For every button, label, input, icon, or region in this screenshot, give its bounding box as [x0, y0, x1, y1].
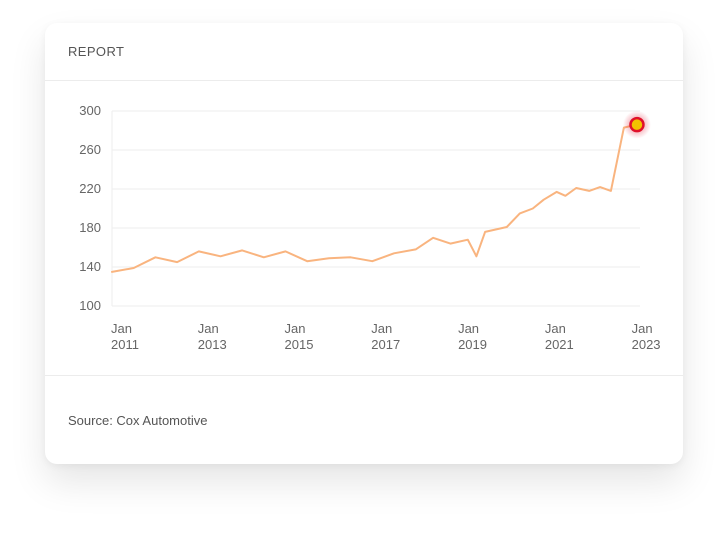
y-tick-label-180: 180 [79, 220, 101, 235]
source-note: Source: Cox Automotive [68, 413, 208, 428]
x-tick-label-2015: Jan 2015 [285, 321, 314, 352]
y-tick-label-100: 100 [79, 298, 101, 313]
x-tick-label-2011: Jan 2011 [111, 321, 139, 352]
y-axis-ticks: 100 140 180 220 260 300 [79, 103, 101, 313]
x-tick-label-2013: Jan 2013 [198, 321, 227, 352]
series-layer [111, 123, 638, 273]
x-tick-label-2017: Jan 2017 [371, 321, 400, 352]
series-line-0 [111, 123, 638, 273]
y-tick-label-260: 260 [79, 142, 101, 157]
x-tick-label-2019: Jan 2019 [458, 321, 487, 352]
line-chart: 100 140 180 220 260 300 Jan 2011 Jan 2013 Jan 2015… [79, 103, 661, 352]
x-axis-ticks: Jan 2011 Jan 2013 Jan 2015 Jan 2017 Jan 2019 Jan 20… [111, 321, 661, 352]
x-tick-label-2021: Jan 2021 [545, 321, 574, 352]
card-header: REPORT [45, 23, 683, 81]
y-tick-label-300: 300 [79, 103, 101, 118]
footer-divider [45, 375, 683, 376]
y-tick-label-220: 220 [79, 181, 101, 196]
marker-layer [622, 110, 651, 139]
card-title: REPORT [68, 44, 125, 59]
x-tick-label-2023: Jan 2023 [632, 321, 661, 352]
report-card: REPORT 100 140 180 220 260 300 Jan 2011 Jan 2013… [45, 23, 683, 464]
y-tick-label-140: 140 [79, 259, 101, 274]
highlight-point[interactable] [629, 116, 645, 133]
grid-layer [111, 110, 640, 307]
